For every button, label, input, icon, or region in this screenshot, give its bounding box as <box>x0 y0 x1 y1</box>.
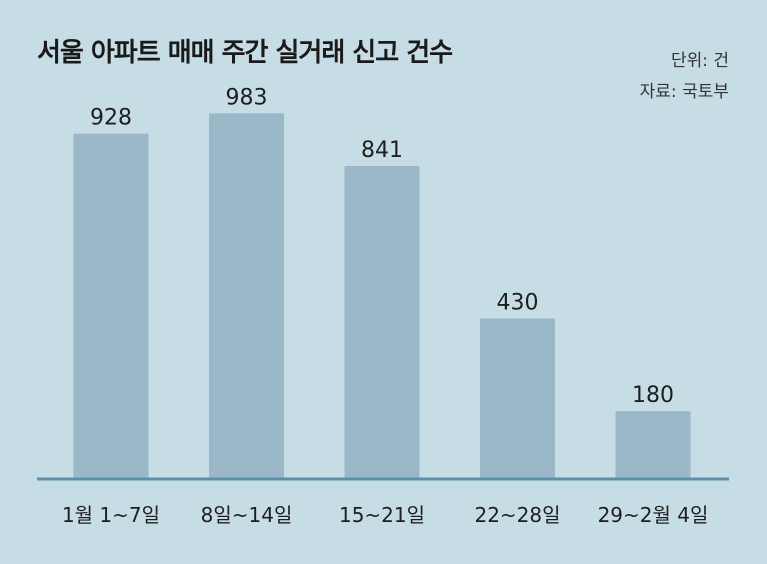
category-label-5: 29~2월 4일 <box>598 503 709 527</box>
data-label-3: 841 <box>361 138 403 163</box>
data-label-4: 430 <box>497 290 539 315</box>
bar-4 <box>480 318 555 478</box>
bar-5 <box>615 411 691 478</box>
category-label-1: 1월 1~7일 <box>62 503 160 527</box>
bar-2 <box>209 113 284 478</box>
chart-title: 서울 아파트 매매 주간 실거래 신고 건수 <box>37 38 453 68</box>
bar-3 <box>344 165 420 478</box>
data-label-2: 983 <box>226 85 268 110</box>
bar-1 <box>73 133 149 478</box>
data-label-5: 180 <box>632 383 674 408</box>
category-label-2: 8일~14일 <box>201 503 293 527</box>
data-label-1: 928 <box>90 106 132 131</box>
unit-label: 단위: 건 <box>670 51 729 71</box>
category-label-3: 15~21일 <box>339 503 425 527</box>
source-label: 자료: 국토부 <box>639 82 729 102</box>
category-label-4: 22~28일 <box>474 503 560 527</box>
